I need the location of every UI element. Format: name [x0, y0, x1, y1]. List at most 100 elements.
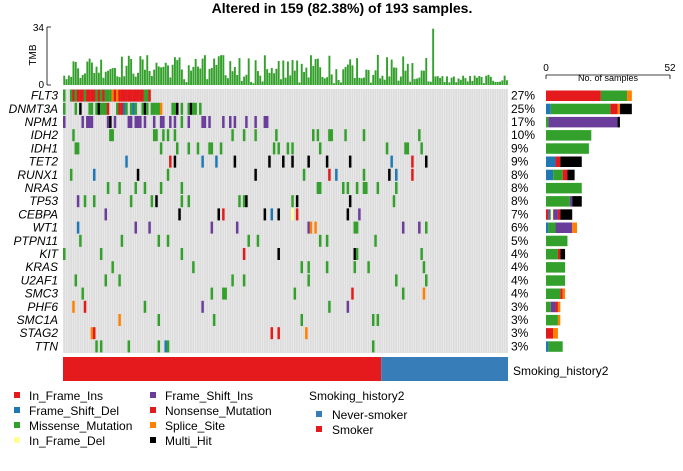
matrix-cell [242, 274, 246, 287]
tmb-bar [86, 61, 89, 85]
legend-label: Nonsense_Mutation [165, 404, 272, 418]
tmb-bar [153, 69, 156, 85]
matrix-cell [148, 221, 151, 234]
tmb-bars [63, 28, 508, 85]
tmb-bar [501, 80, 504, 85]
gene-label: KRAS [25, 260, 58, 274]
matrix-cell [291, 155, 294, 168]
annotation-legend-swatch [316, 426, 322, 432]
matrix-cell [353, 248, 357, 260]
matrix-cell [97, 102, 101, 115]
matrix-cell [134, 221, 137, 234]
matrix-cell [418, 221, 421, 234]
matrix-cell [395, 274, 398, 287]
gene-count-bar-segment [546, 90, 601, 101]
tmb-bar [485, 75, 488, 85]
matrix-cell [307, 274, 310, 287]
annotation-legend-swatch [316, 411, 322, 417]
matrix-cell [63, 116, 66, 128]
matrix-cell [187, 116, 191, 128]
gene-labels: FLT3DNMT3ANPM1IDH2IDH1TET2RUNX1NRASTP53C… [9, 89, 60, 354]
gene-count-bar-segment [546, 341, 549, 352]
tmb-bar [217, 56, 220, 85]
mutation-matrix [62, 89, 509, 353]
matrix-cell [159, 142, 163, 155]
matrix-cell [95, 89, 98, 102]
gene-count-bar-segment [548, 209, 551, 220]
tmb-bar [201, 58, 204, 85]
tmb-bar [65, 79, 68, 85]
tmb-bar [328, 55, 331, 85]
gene-count-bar-segment [546, 328, 554, 339]
matrix-cell [155, 129, 158, 142]
gene-count-bar-segment [546, 288, 561, 299]
matrix-cell [277, 208, 280, 221]
matrix-cell [235, 221, 239, 234]
matrix-cell [155, 102, 158, 115]
tmb-bar [243, 76, 246, 85]
gene-label: RUNX1 [17, 168, 58, 182]
tmb-bar [90, 62, 93, 85]
tmb-bar [489, 76, 492, 85]
tmb-bar [330, 74, 333, 85]
gene-label: FLT3 [31, 89, 58, 103]
matrix-cell [291, 208, 294, 221]
matrix-cell [74, 89, 78, 102]
tmb-tick-zero: 0 [38, 80, 44, 91]
tmb-bar [469, 75, 472, 85]
tmb-bar [383, 79, 386, 85]
tmb-bar [478, 76, 481, 85]
matrix-cell [173, 155, 177, 168]
matrix-cell [146, 102, 149, 115]
matrix-cell [180, 116, 184, 128]
matrix-cell [231, 274, 234, 287]
tmb-bar [393, 67, 395, 85]
matrix-cell [109, 116, 112, 128]
matrix-cell [231, 129, 234, 142]
gene-count-bar-segment [546, 209, 549, 220]
tmb-bar [356, 58, 359, 85]
tmb-bar [137, 72, 139, 85]
tmb-bar [183, 79, 186, 85]
percent-label: 3% [511, 300, 529, 314]
matrix-cell [254, 168, 257, 181]
gene-label: KIT [39, 247, 59, 261]
matrix-cell [351, 287, 354, 300]
percent-label: 3% [511, 313, 529, 327]
matrix-cell [136, 168, 140, 181]
matrix-background [63, 89, 508, 353]
matrix-cell [318, 182, 322, 194]
matrix-cell [192, 102, 195, 115]
tmb-bar [150, 75, 153, 85]
tmb-bar [120, 56, 123, 85]
matrix-cell [74, 142, 78, 155]
tmb-bar [252, 83, 255, 85]
matrix-cell [316, 182, 320, 194]
tmb-bar [296, 60, 299, 85]
tmb-bar [416, 78, 418, 85]
matrix-cell [116, 102, 119, 115]
matrix-cell [371, 314, 375, 326]
gene-count-bar-segment [555, 222, 573, 233]
matrix-cell [122, 102, 126, 115]
tmb-bar [127, 55, 130, 85]
matrix-cell [106, 102, 110, 115]
bar-tick-max: 52 [664, 63, 676, 74]
matrix-cell [254, 129, 257, 142]
tmb-bar [261, 81, 264, 85]
matrix-cell [143, 102, 147, 115]
gene-count-bar-segment [548, 222, 556, 233]
tmb-bar [404, 70, 407, 85]
gene-count-bar-segment [546, 262, 566, 273]
gene-count-bar-segment [572, 222, 577, 233]
matrix-cell [295, 208, 299, 221]
tmb-bar [446, 76, 448, 85]
matrix-cell [139, 89, 142, 102]
tmb-bar [503, 75, 506, 85]
tmb-bar [337, 80, 340, 85]
tmb-bar [316, 58, 319, 85]
percent-label: 8% [511, 168, 529, 182]
tmb-bar [268, 72, 271, 85]
